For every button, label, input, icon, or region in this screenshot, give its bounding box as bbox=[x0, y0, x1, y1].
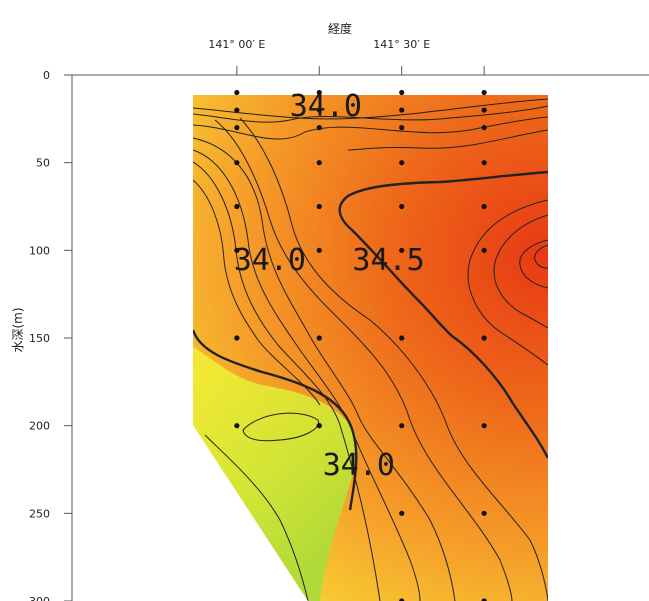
station-point bbox=[234, 203, 240, 210]
contour-labels: 34.0 34.0 34.5 34.0 bbox=[234, 89, 425, 483]
station-point bbox=[399, 125, 405, 131]
x-axis-title: 経度 bbox=[328, 21, 352, 36]
station-point bbox=[234, 423, 240, 429]
y-tick-label: 200 bbox=[29, 420, 50, 433]
contour-label: 34.0 bbox=[234, 243, 306, 278]
station-point bbox=[481, 125, 487, 131]
station-point bbox=[316, 160, 322, 166]
station-point bbox=[234, 89, 240, 96]
station-point bbox=[399, 89, 405, 96]
x-axis-ticks: 141° 00′ E 141° 30′ E bbox=[208, 38, 485, 75]
salinity-field bbox=[193, 95, 548, 601]
station-point bbox=[234, 247, 240, 253]
y-tick-label: 50 bbox=[36, 157, 50, 170]
y-tick-label: 100 bbox=[29, 244, 50, 257]
x-tick-label: 141° 00′ E bbox=[208, 38, 265, 51]
sampling-stations bbox=[234, 89, 487, 601]
field-base bbox=[193, 95, 548, 601]
station-point bbox=[399, 423, 405, 429]
station-point bbox=[234, 125, 240, 131]
station-point bbox=[399, 335, 405, 341]
station-point bbox=[481, 423, 487, 429]
y-tick-label: 300 bbox=[29, 595, 50, 601]
station-point bbox=[399, 247, 405, 253]
station-point bbox=[399, 107, 405, 113]
contour-label: 34.0 bbox=[290, 89, 362, 124]
station-point bbox=[234, 335, 240, 341]
y-tick-label: 150 bbox=[29, 332, 50, 345]
station-point bbox=[481, 203, 487, 210]
station-point bbox=[481, 335, 487, 341]
station-point bbox=[399, 203, 405, 210]
station-point bbox=[316, 89, 322, 96]
station-point bbox=[316, 107, 322, 113]
station-point bbox=[234, 107, 240, 113]
station-point bbox=[399, 598, 405, 601]
y-axis-ticks: 0 50 100 150 200 250 300 bbox=[29, 69, 72, 601]
station-point bbox=[316, 335, 322, 341]
contour-label: 34.5 bbox=[352, 243, 424, 278]
station-point bbox=[399, 160, 405, 166]
y-tick-label: 0 bbox=[43, 69, 50, 82]
x-tick-label: 141° 30′ E bbox=[373, 38, 430, 51]
station-point bbox=[399, 510, 405, 516]
station-point bbox=[481, 160, 487, 166]
station-point bbox=[234, 160, 240, 166]
station-point bbox=[316, 203, 322, 210]
station-point bbox=[316, 125, 322, 131]
station-point bbox=[481, 598, 487, 601]
station-point bbox=[481, 89, 487, 96]
y-tick-label: 250 bbox=[29, 507, 50, 520]
y-axis-title: 水深(m) bbox=[11, 307, 25, 352]
station-point bbox=[481, 510, 487, 516]
station-point bbox=[481, 247, 487, 253]
station-point bbox=[316, 247, 322, 253]
station-point bbox=[316, 423, 322, 429]
station-point bbox=[481, 107, 487, 113]
contour-label: 34.0 bbox=[323, 448, 395, 483]
contour-lines bbox=[193, 98, 548, 601]
